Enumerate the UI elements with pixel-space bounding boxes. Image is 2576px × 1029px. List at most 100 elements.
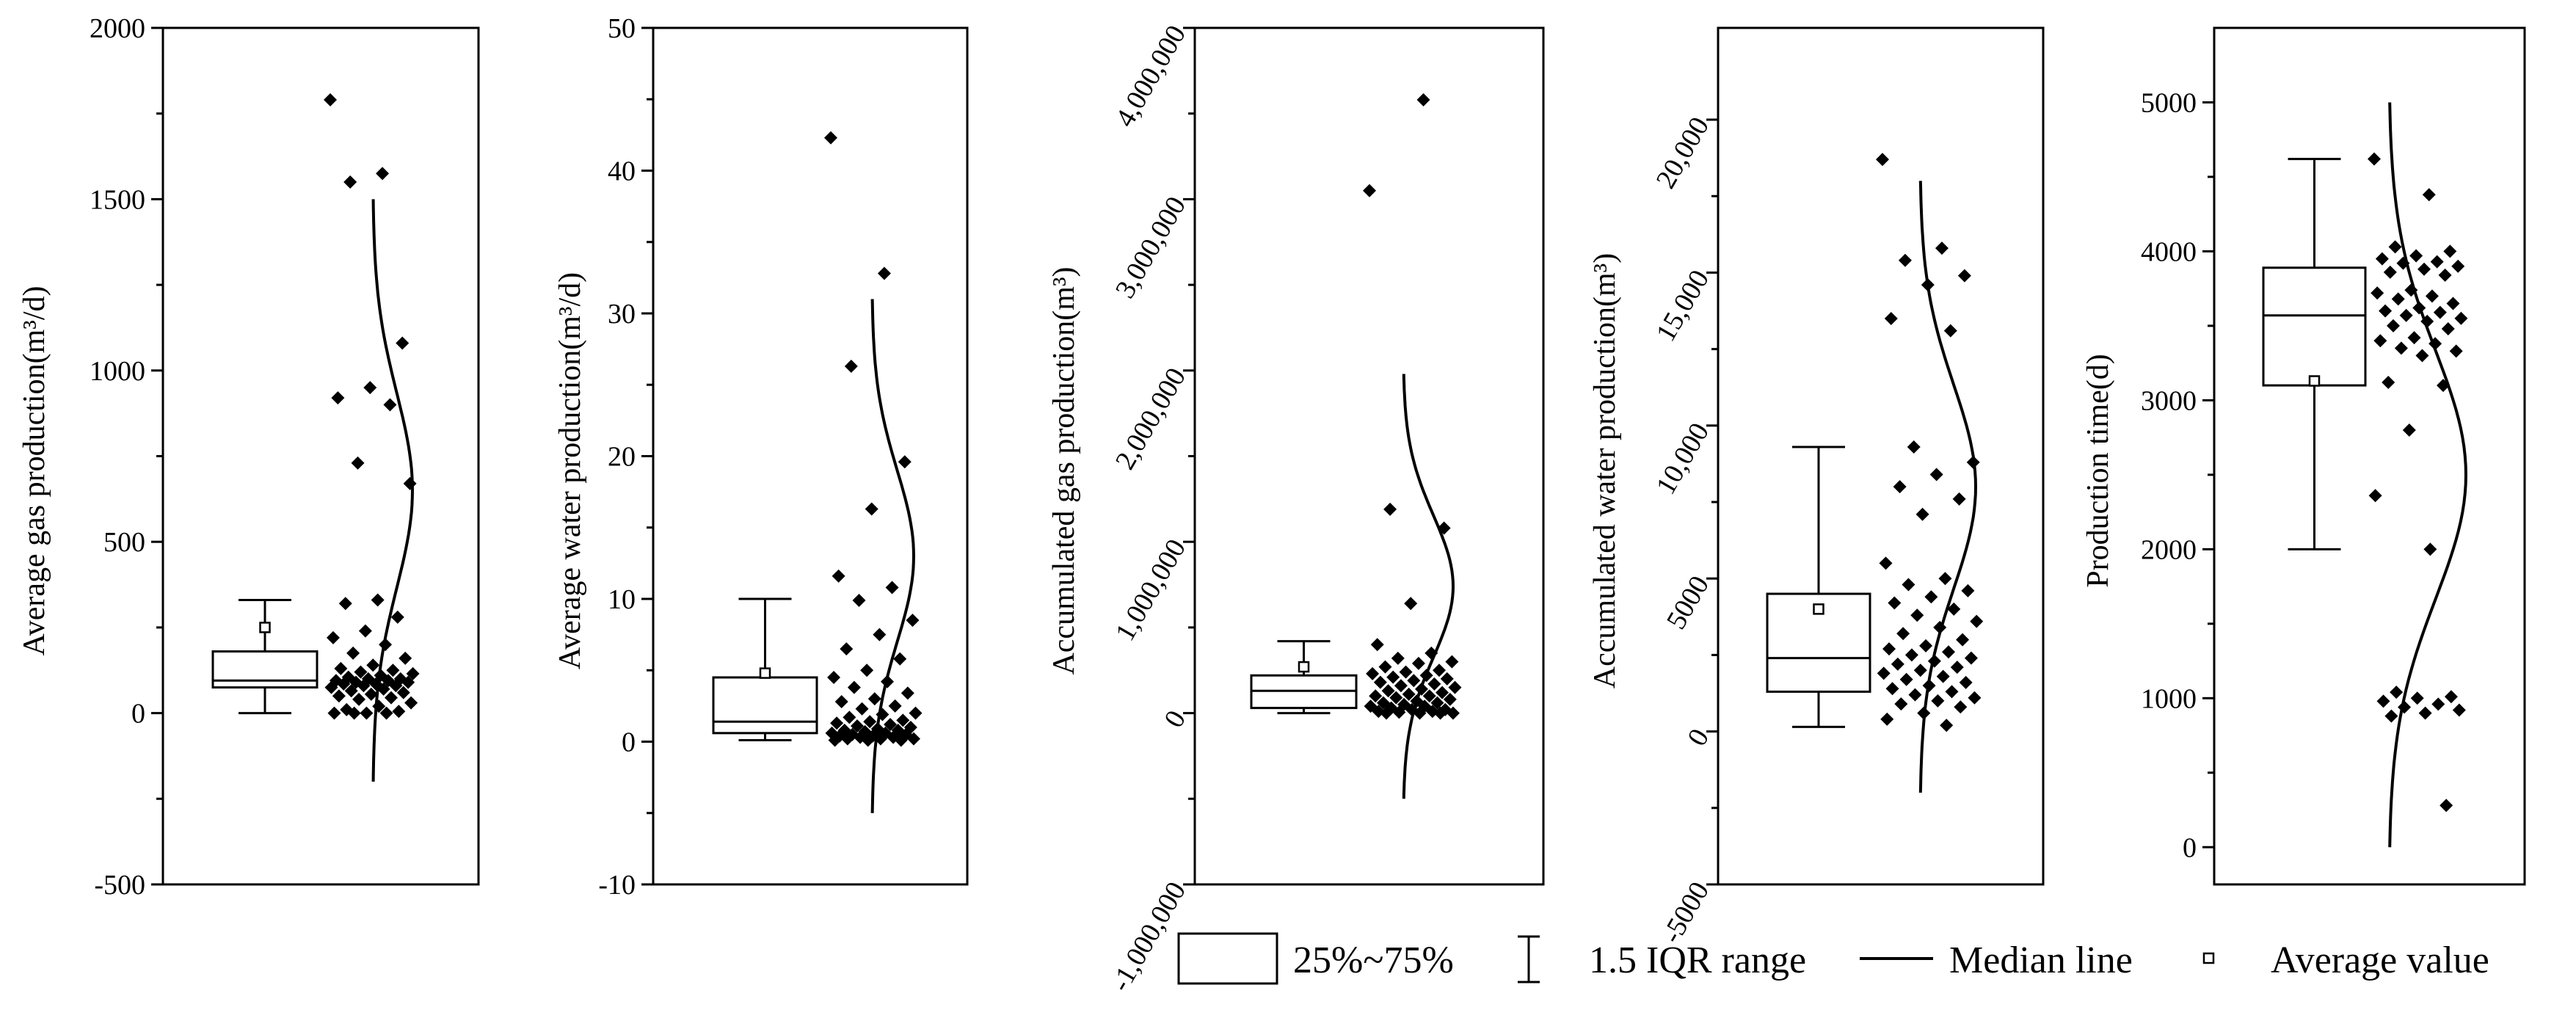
plot-frame — [652, 26, 969, 886]
data-point — [2373, 334, 2387, 348]
data-point — [2452, 703, 2466, 717]
data-point — [1433, 706, 1447, 720]
data-point — [1879, 556, 1893, 570]
y-axis-label: Accumulated water production(m³) — [1588, 253, 1622, 688]
data-point — [2391, 292, 2405, 306]
data-point — [1929, 468, 1943, 481]
data-point — [1959, 675, 1973, 689]
data-point — [2402, 423, 2416, 437]
y-tick-label: 1000 — [2141, 683, 2197, 714]
data-point — [354, 665, 368, 679]
y-tick-label: 15,000 — [1651, 265, 1716, 346]
data-point — [2384, 709, 2398, 723]
data-point — [1394, 679, 1408, 693]
data-point — [2438, 268, 2452, 282]
y-tick-label: 1,000,000 — [1110, 534, 1192, 647]
y-tick-label: 50 — [608, 13, 636, 44]
data-point — [898, 455, 912, 469]
data-point — [2422, 188, 2436, 202]
data-point — [396, 336, 410, 350]
data-point — [884, 718, 898, 732]
data-point — [840, 642, 854, 656]
data-point — [364, 687, 378, 701]
data-point — [844, 359, 858, 373]
data-point — [873, 628, 887, 641]
y-tick-label: -500 — [94, 870, 145, 901]
data-point — [351, 456, 365, 470]
data-point — [896, 713, 910, 727]
data-point — [1448, 680, 1462, 694]
data-point — [888, 699, 902, 713]
data-point — [404, 696, 418, 710]
data-point — [1369, 689, 1383, 703]
data-point — [1413, 706, 1427, 720]
legend-whisker-symbol — [1518, 935, 1540, 983]
data-point — [1968, 691, 1982, 705]
data-point — [360, 706, 374, 720]
data-point — [852, 593, 866, 607]
distribution-curve — [2388, 102, 2468, 848]
data-point — [2399, 308, 2413, 322]
data-point — [1882, 642, 1896, 656]
data-point — [326, 630, 340, 644]
data-point — [352, 692, 366, 706]
data-point — [357, 679, 371, 693]
y-tick-label: 5000 — [2141, 87, 2197, 118]
data-point — [343, 175, 357, 189]
data-point — [2409, 249, 2423, 263]
legend: 25%~75% 1.5 IQR range Median line Averag… — [1177, 932, 2489, 985]
data-point — [346, 646, 360, 660]
y-tick-label: 500 — [103, 527, 145, 558]
data-point — [1876, 153, 1889, 167]
y-tick-label: 1000 — [90, 356, 145, 387]
data-point — [1380, 706, 1394, 720]
data-point — [1391, 651, 1405, 665]
data-point — [1877, 666, 1891, 680]
data-point — [1947, 602, 1961, 616]
data-point — [1945, 685, 1959, 699]
y-tick-label: 40 — [608, 156, 636, 187]
data-point — [885, 581, 899, 595]
panel-4: -5000 0 5000 10,000 15,000 20,000 Accumulated … — [1588, 26, 2045, 949]
y-tick-label: -5000 — [1656, 877, 1715, 949]
data-point — [1363, 183, 1376, 197]
plot-frame — [161, 26, 480, 886]
data-point — [327, 706, 341, 720]
data-point — [1964, 651, 1978, 665]
data-point — [2431, 697, 2445, 711]
data-point — [2417, 262, 2431, 276]
mean-marker — [259, 622, 271, 633]
data-point — [2444, 690, 2458, 704]
data-point — [1422, 689, 1436, 703]
data-point — [371, 593, 385, 607]
data-point — [1919, 639, 1933, 652]
data-point — [906, 614, 920, 628]
data-point — [358, 624, 372, 638]
data-point — [2415, 349, 2429, 363]
data-point — [338, 597, 352, 611]
data-point — [1370, 638, 1384, 652]
legend-label-box: 25%~75% — [1293, 939, 1454, 981]
data-point — [1404, 597, 1418, 611]
data-point — [389, 679, 403, 693]
data-point — [1938, 572, 1952, 586]
data-point — [1399, 665, 1413, 679]
data-point — [1898, 253, 1912, 267]
legend-label-whisker: 1.5 IQR range — [1589, 939, 1806, 981]
mean-marker — [1813, 603, 1824, 615]
distribution-curve — [870, 299, 916, 813]
data-point — [860, 663, 874, 677]
data-point — [2371, 286, 2384, 300]
data-point — [1956, 633, 1970, 647]
data-point — [1935, 241, 1949, 255]
data-point — [1961, 583, 1975, 597]
data-point — [1373, 675, 1387, 689]
data-point — [347, 706, 361, 720]
y-tick-label: 0 — [2183, 832, 2197, 863]
data-point — [2430, 255, 2444, 269]
y-axis-label: Average water production(m³/d) — [553, 272, 587, 669]
data-point — [877, 266, 891, 280]
data-point — [2446, 297, 2460, 310]
